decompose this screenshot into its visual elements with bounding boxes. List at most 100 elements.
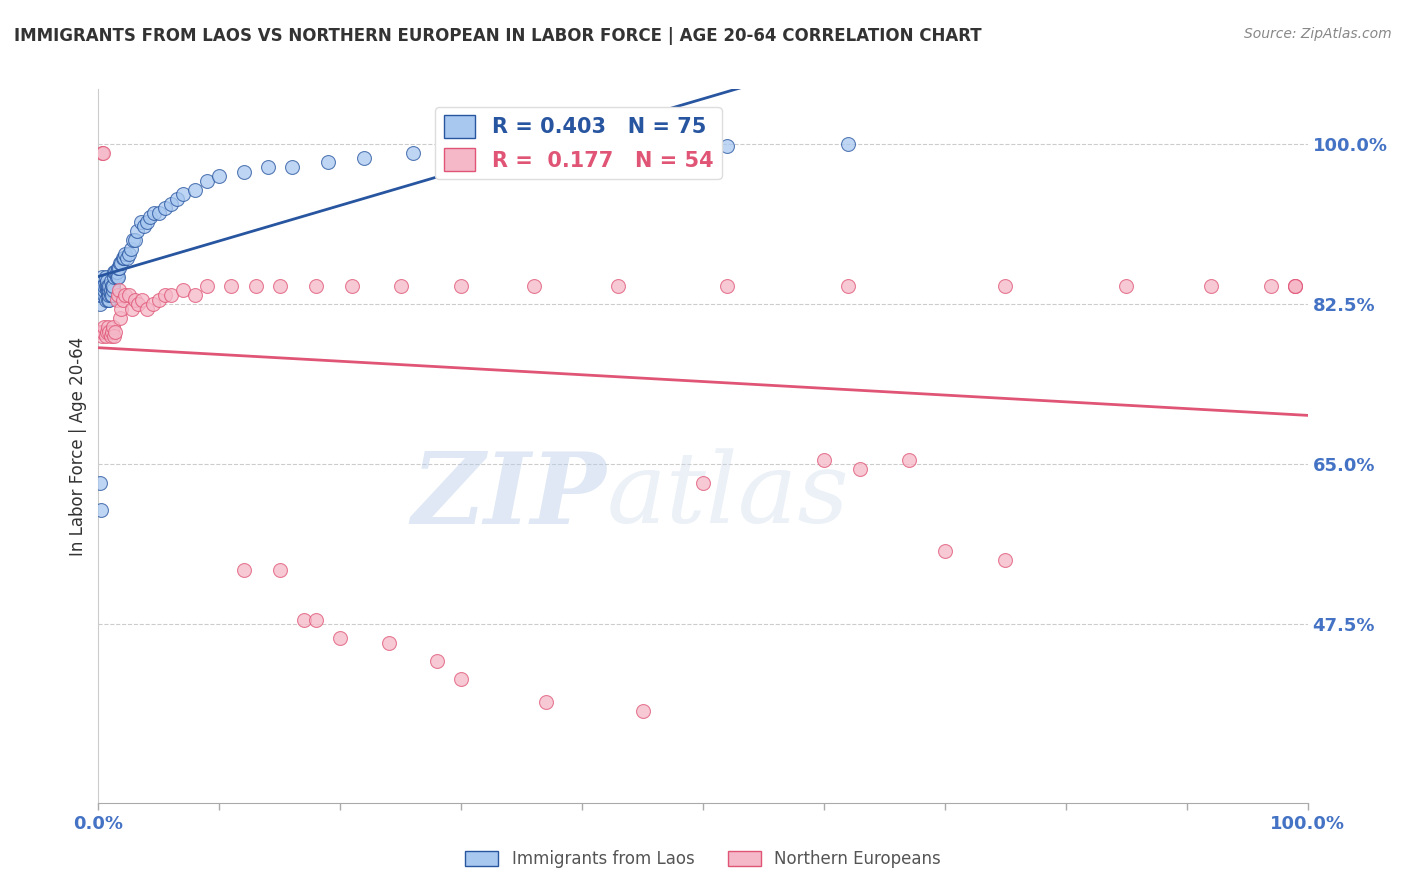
Point bbox=[104, 325, 127, 339]
Point bbox=[837, 279, 859, 293]
Point bbox=[269, 562, 291, 576]
Point bbox=[329, 631, 352, 645]
Point bbox=[96, 325, 118, 339]
Point bbox=[1199, 279, 1222, 293]
Point bbox=[523, 279, 546, 293]
Point bbox=[160, 288, 183, 302]
Point bbox=[135, 215, 157, 229]
Point bbox=[103, 265, 125, 279]
Point bbox=[105, 293, 128, 307]
Point bbox=[450, 673, 472, 687]
Point bbox=[127, 297, 149, 311]
Point bbox=[120, 242, 142, 256]
Point bbox=[94, 269, 117, 284]
Point bbox=[93, 279, 115, 293]
Point bbox=[105, 265, 128, 279]
Point bbox=[153, 288, 176, 302]
Point bbox=[994, 553, 1017, 567]
Point bbox=[110, 301, 132, 316]
Point bbox=[100, 325, 122, 339]
Point bbox=[98, 279, 121, 293]
Point bbox=[463, 146, 485, 161]
Point bbox=[100, 279, 122, 293]
Point bbox=[100, 288, 122, 302]
Text: atlas: atlas bbox=[606, 449, 849, 543]
Point bbox=[89, 325, 111, 339]
Point bbox=[124, 233, 146, 247]
Point bbox=[184, 288, 207, 302]
Point bbox=[110, 256, 132, 270]
Point bbox=[114, 288, 136, 302]
Point bbox=[221, 279, 243, 293]
Point bbox=[94, 279, 117, 293]
Text: IMMIGRANTS FROM LAOS VS NORTHERN EUROPEAN IN LABOR FORCE | AGE 20-64 CORRELATION: IMMIGRANTS FROM LAOS VS NORTHERN EUROPEA… bbox=[14, 27, 981, 45]
Point bbox=[897, 452, 920, 467]
Point bbox=[112, 252, 135, 266]
Point bbox=[89, 297, 111, 311]
Y-axis label: In Labor Force | Age 20-64: In Labor Force | Age 20-64 bbox=[69, 336, 87, 556]
Point bbox=[107, 269, 129, 284]
Point bbox=[98, 325, 121, 339]
Point bbox=[91, 329, 114, 343]
Point bbox=[100, 329, 122, 343]
Point bbox=[122, 233, 145, 247]
Point bbox=[342, 279, 364, 293]
Point bbox=[98, 288, 121, 302]
Point bbox=[100, 274, 122, 288]
Point bbox=[90, 503, 112, 517]
Point bbox=[160, 196, 183, 211]
Point bbox=[256, 160, 278, 174]
Point bbox=[353, 151, 375, 165]
Point bbox=[97, 320, 120, 334]
Point bbox=[1284, 279, 1306, 293]
Point bbox=[305, 279, 328, 293]
Point bbox=[232, 164, 254, 178]
Point bbox=[91, 284, 114, 298]
Point bbox=[281, 160, 304, 174]
Point bbox=[105, 269, 128, 284]
Point bbox=[837, 137, 859, 152]
Point bbox=[129, 215, 152, 229]
Point bbox=[121, 301, 143, 316]
Point bbox=[124, 293, 146, 307]
Point bbox=[534, 142, 557, 156]
Point bbox=[103, 269, 125, 284]
Point bbox=[97, 293, 120, 307]
Point bbox=[142, 297, 165, 311]
Point bbox=[134, 219, 156, 234]
Point bbox=[232, 562, 254, 576]
Point bbox=[91, 279, 114, 293]
Point bbox=[208, 169, 231, 183]
Point bbox=[91, 279, 114, 293]
Text: ZIP: ZIP bbox=[412, 448, 606, 544]
Point bbox=[245, 279, 267, 293]
Point bbox=[93, 320, 115, 334]
Point bbox=[89, 475, 111, 490]
Point bbox=[619, 139, 641, 153]
Point bbox=[90, 288, 112, 302]
Point bbox=[94, 329, 117, 343]
Point bbox=[813, 452, 835, 467]
Point bbox=[292, 613, 315, 627]
Point bbox=[117, 252, 139, 266]
Point bbox=[108, 310, 131, 325]
Point bbox=[172, 187, 194, 202]
Point bbox=[100, 284, 122, 298]
Point bbox=[195, 174, 218, 188]
Point bbox=[377, 636, 399, 650]
Point bbox=[101, 279, 124, 293]
Point bbox=[101, 320, 124, 334]
Point bbox=[108, 256, 131, 270]
Point bbox=[90, 325, 112, 339]
Point bbox=[97, 279, 120, 293]
Point bbox=[1284, 279, 1306, 293]
Point bbox=[96, 274, 118, 288]
Point bbox=[114, 247, 136, 261]
Point bbox=[90, 284, 112, 298]
Point bbox=[111, 293, 134, 307]
Point bbox=[104, 265, 127, 279]
Point bbox=[96, 279, 118, 293]
Point bbox=[100, 288, 122, 302]
Point bbox=[143, 205, 166, 219]
Point bbox=[269, 279, 291, 293]
